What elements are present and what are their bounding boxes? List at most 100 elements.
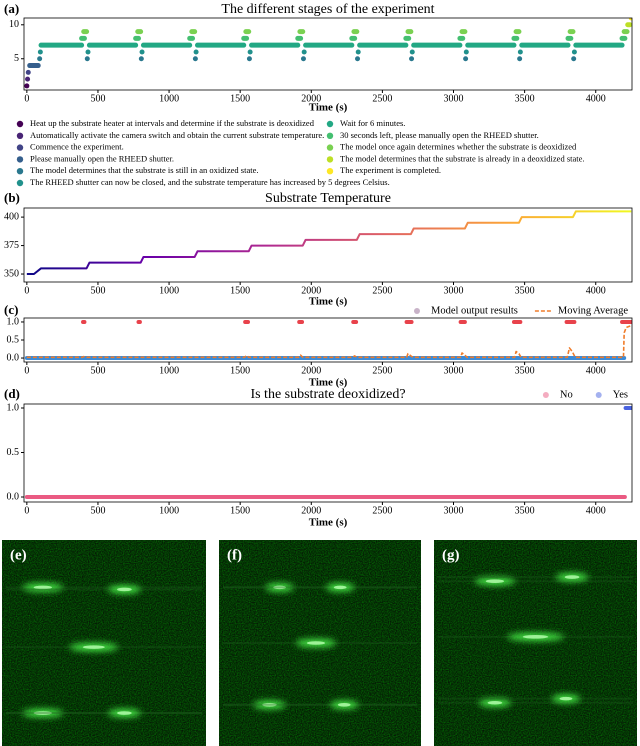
legend-label: Please manually open the RHEED shutter. bbox=[30, 153, 174, 163]
rheed-image: (g) bbox=[434, 540, 637, 746]
x-tick-label: 1000 bbox=[159, 285, 179, 296]
x-tick-label: 1000 bbox=[159, 365, 179, 376]
x-tick-label: 3000 bbox=[444, 285, 464, 296]
x-tick-label: 3000 bbox=[444, 93, 464, 104]
legend-marker bbox=[326, 132, 334, 139]
plot-frame bbox=[23, 207, 633, 283]
x-tick-label: 2000 bbox=[301, 365, 321, 376]
legend-label: The RHEED shutter can now be closed, and… bbox=[30, 177, 390, 187]
legend-label: The model once again determines whether … bbox=[340, 142, 577, 152]
rheed-image: (e) bbox=[2, 540, 206, 746]
x-tick-label: 1500 bbox=[230, 365, 250, 376]
diffraction-core bbox=[559, 696, 573, 701]
legend-marker bbox=[16, 144, 24, 151]
y-tick-label: 10 bbox=[9, 19, 19, 30]
plot-area bbox=[24, 406, 632, 500]
legend-label: No bbox=[560, 389, 573, 400]
legend-label: The model determines that the substrate … bbox=[30, 165, 259, 175]
legend-marker bbox=[16, 168, 24, 175]
image-label: (g) bbox=[442, 547, 460, 563]
x-tick-label: 500 bbox=[90, 93, 105, 104]
legend-marker bbox=[16, 156, 24, 163]
legend-label: Heat up the substrate heater at interval… bbox=[30, 118, 315, 128]
x-tick-label: 0 bbox=[24, 285, 29, 296]
diffraction-core bbox=[117, 711, 132, 715]
x-axis-label: Time (s) bbox=[309, 517, 348, 529]
panel-label: (b) bbox=[4, 190, 20, 205]
chart-title: Is the substrate deoxidized? bbox=[250, 387, 405, 402]
diffraction-core bbox=[485, 579, 505, 583]
legend-label: Wait for 6 minutes. bbox=[340, 118, 405, 128]
legend-marker bbox=[326, 144, 334, 151]
image-label: (e) bbox=[10, 547, 27, 563]
legend-marker bbox=[326, 168, 334, 175]
diffraction-core bbox=[487, 700, 503, 705]
chart-title: The different stages of the experiment bbox=[221, 2, 434, 17]
y-tick-label: 0.5 bbox=[7, 447, 20, 458]
legend-marker bbox=[595, 392, 602, 398]
x-axis-label: Time (s) bbox=[309, 102, 348, 114]
plot-frame bbox=[23, 403, 633, 503]
x-tick-label: 3500 bbox=[515, 365, 535, 376]
x-tick-label: 4000 bbox=[586, 93, 606, 104]
x-tick-label: 0 bbox=[24, 93, 29, 104]
x-tick-label: 1500 bbox=[230, 93, 250, 104]
diffraction-core bbox=[82, 645, 105, 649]
x-tick-label: 1500 bbox=[230, 285, 250, 296]
legend-label: Yes bbox=[613, 389, 628, 400]
x-tick-label: 2000 bbox=[301, 505, 321, 516]
x-tick-label: 0 bbox=[24, 365, 29, 376]
x-tick-label: 3500 bbox=[515, 285, 535, 296]
x-tick-label: 2000 bbox=[301, 285, 321, 296]
legend-label: The model determines that the substrate … bbox=[340, 153, 585, 163]
legend-marker bbox=[16, 179, 24, 187]
x-tick-label: 3500 bbox=[515, 505, 535, 516]
plot-area bbox=[24, 319, 632, 361]
legend-label: 30 seconds left, please manually open th… bbox=[340, 130, 539, 140]
legend-marker bbox=[326, 156, 334, 163]
image-label: (f) bbox=[227, 547, 242, 563]
chart-title: Substrate Temperature bbox=[265, 191, 391, 206]
legend-label: Commence the experiment. bbox=[30, 142, 124, 152]
diffraction-core bbox=[522, 635, 549, 639]
plot-frame bbox=[23, 17, 633, 91]
y-tick-label: 5 bbox=[14, 53, 19, 64]
panel-label: (a) bbox=[4, 1, 19, 16]
x-tick-label: 3000 bbox=[444, 365, 464, 376]
x-tick-label: 1000 bbox=[159, 93, 179, 104]
legend-marker bbox=[413, 308, 420, 314]
diffraction-core bbox=[273, 585, 286, 590]
x-tick-label: 2500 bbox=[372, 93, 392, 104]
rheed-image: (f) bbox=[219, 540, 421, 746]
x-tick-label: 500 bbox=[90, 505, 105, 516]
line bbox=[26, 210, 632, 276]
diffraction-core bbox=[337, 703, 351, 707]
x-tick-label: 500 bbox=[90, 365, 105, 376]
image-noise bbox=[434, 540, 637, 746]
y-tick-label: 1.0 bbox=[7, 402, 20, 413]
x-tick-label: 4000 bbox=[586, 365, 606, 376]
panel-label: (c) bbox=[4, 302, 18, 317]
x-tick-label: 2500 bbox=[372, 505, 392, 516]
x-tick-label: 2500 bbox=[372, 285, 392, 296]
x-tick-label: 3500 bbox=[515, 93, 535, 104]
panel-label: (d) bbox=[4, 386, 20, 401]
diffraction-core bbox=[333, 585, 347, 590]
x-tick-label: 1000 bbox=[159, 505, 179, 516]
y-tick-label: 350 bbox=[4, 268, 19, 279]
x-tick-label: 4000 bbox=[586, 285, 606, 296]
x-tick-label: 4000 bbox=[586, 505, 606, 516]
diffraction-core bbox=[564, 575, 580, 579]
y-tick-label: 1.0 bbox=[7, 316, 20, 327]
diffraction-core bbox=[117, 587, 132, 592]
diffraction-core bbox=[33, 711, 52, 715]
x-axis-label: Time (s) bbox=[309, 377, 348, 389]
legend-label: Model output results bbox=[431, 305, 518, 316]
y-tick-label: 0.0 bbox=[7, 352, 20, 363]
x-axis-label: Time (s) bbox=[309, 296, 348, 308]
y-tick-label: 0.0 bbox=[7, 491, 20, 502]
legend-label: The experiment is completed. bbox=[340, 165, 441, 175]
line bbox=[26, 324, 632, 359]
legend-marker bbox=[326, 120, 334, 128]
